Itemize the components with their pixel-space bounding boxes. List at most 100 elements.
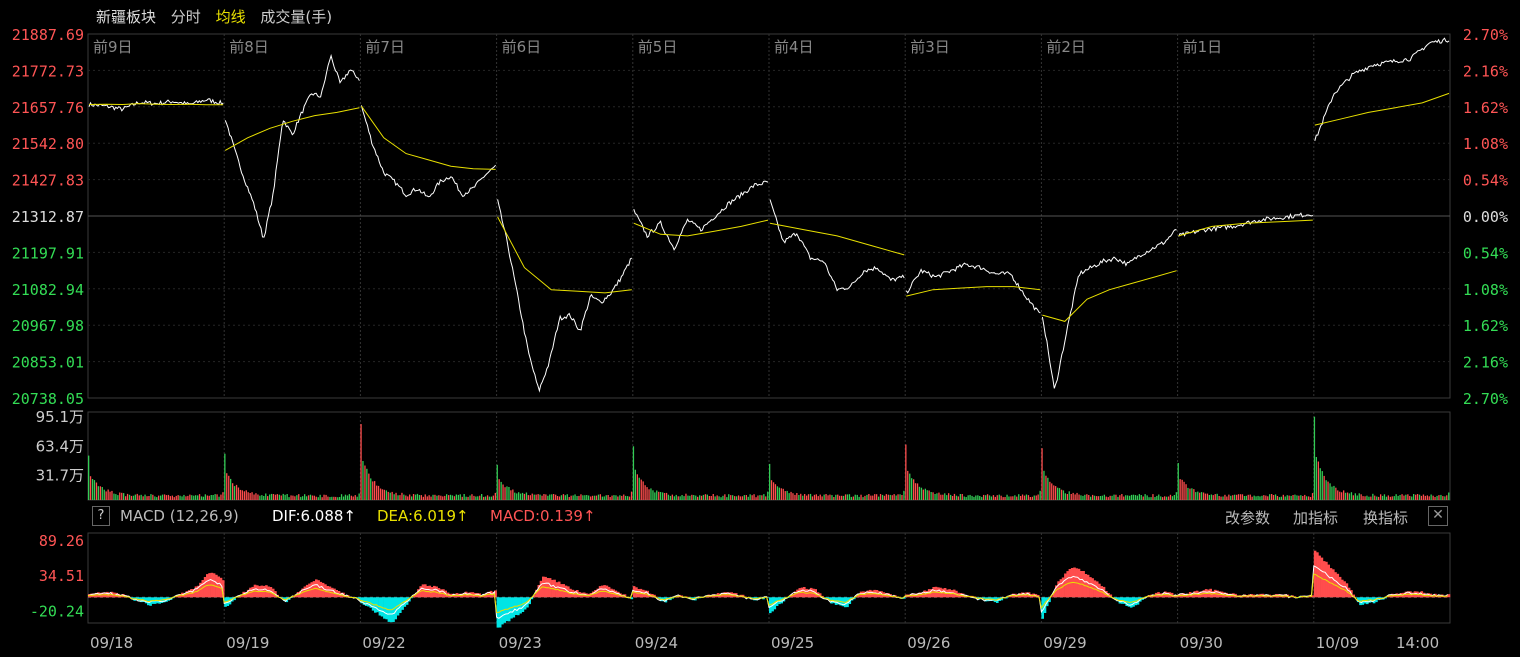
volume-bar — [1051, 483, 1053, 500]
volume-bar — [243, 491, 245, 500]
volume-bar — [1358, 493, 1360, 500]
macd-bar — [385, 597, 388, 620]
volume-bar — [1282, 494, 1284, 500]
volume-bar — [220, 494, 222, 500]
volume-bar — [1226, 496, 1228, 500]
volume-bar — [1049, 481, 1051, 500]
price-line — [88, 98, 224, 112]
volume-bar — [109, 491, 111, 500]
volume-bar — [1204, 493, 1207, 500]
volume-bar — [233, 486, 236, 500]
dif-line — [87, 565, 1448, 619]
volume-bar — [138, 495, 140, 500]
volume-bar — [1214, 494, 1216, 500]
volume-bar — [1339, 491, 1341, 500]
volume-bar — [430, 496, 432, 500]
volume-bar — [1055, 486, 1057, 500]
macd-bar — [197, 585, 200, 598]
volume-bar — [800, 493, 802, 500]
volume-bar — [899, 494, 901, 500]
volume-bar — [1072, 492, 1074, 500]
volume-bar — [339, 497, 341, 500]
close-icon[interactable]: ✕ — [1428, 506, 1448, 526]
volume-bar — [794, 494, 796, 500]
price-line — [224, 53, 360, 238]
session-label: 前5日 — [638, 38, 678, 56]
volume-bar — [1060, 489, 1063, 500]
volume-bar — [154, 496, 156, 500]
volume-bar — [428, 495, 430, 500]
volume-bar — [1092, 494, 1094, 500]
macd-bar — [553, 579, 556, 598]
volume-bar — [150, 494, 152, 500]
volume-bar — [179, 495, 181, 500]
volume-bar — [504, 487, 506, 500]
macd-bar — [412, 595, 416, 598]
volume-bar — [619, 495, 621, 500]
volume-bar — [630, 491, 633, 500]
macd-bar — [244, 592, 248, 598]
volume-bar — [395, 492, 397, 500]
volume-bar — [1099, 496, 1102, 500]
volume-bar — [89, 476, 92, 500]
volume-bar — [88, 455, 90, 500]
volume-bar — [393, 494, 395, 500]
volume-bar — [716, 495, 718, 500]
volume-bar — [545, 494, 547, 500]
volume-bar — [558, 496, 561, 500]
volume-bar — [621, 495, 623, 500]
volume-bar — [755, 497, 757, 500]
volume-bar — [426, 496, 428, 500]
volume-bar — [171, 495, 173, 500]
volume-bar — [628, 496, 631, 500]
volume-bar — [819, 494, 821, 500]
volume-bar — [556, 496, 559, 500]
volume-bar — [959, 494, 961, 500]
macd-bar — [1343, 581, 1346, 598]
volume-bar — [914, 483, 917, 500]
volume-bar — [1023, 495, 1026, 500]
y-tick-right: 2.70% — [1463, 390, 1508, 408]
tab-fenshi[interactable]: 分时 — [170, 8, 201, 26]
volume-bar — [988, 495, 991, 500]
switch-indicator-button[interactable]: 换指标 — [1363, 509, 1409, 527]
volume-bar — [973, 496, 975, 500]
volume-bar — [160, 495, 162, 500]
volume-bar — [280, 495, 282, 500]
volume-bar — [202, 496, 205, 500]
volume-bar — [1300, 495, 1302, 500]
add-indicator-button[interactable]: 加指标 — [1293, 509, 1339, 527]
volume-bar — [321, 497, 323, 500]
volume-bar — [181, 496, 183, 500]
macd-bar — [237, 596, 241, 598]
tab-junxian[interactable]: 均线 — [215, 8, 246, 26]
volume-bar — [1162, 497, 1164, 500]
volume-bar — [1222, 496, 1224, 500]
volume-bar — [934, 494, 936, 500]
volume-bar — [689, 495, 691, 500]
volume-bar — [1278, 497, 1281, 500]
macd-bar — [1338, 576, 1342, 598]
volume-bar — [319, 494, 321, 500]
volume-bar — [93, 480, 96, 500]
volume-bar — [521, 492, 524, 500]
tab-volume[interactable]: 成交量(手) — [260, 8, 333, 26]
edit-params-button[interactable]: 改参数 — [1225, 509, 1271, 527]
volume-bar — [311, 495, 314, 500]
macd-bar — [630, 597, 634, 600]
volume-bar — [416, 493, 419, 500]
volume-bar — [377, 485, 380, 500]
volume-bar — [1080, 495, 1082, 500]
x-axis-label: 09/23 — [499, 634, 542, 652]
volume-bar — [802, 495, 804, 500]
x-axis-label: 09/25 — [771, 634, 814, 652]
volume-bar — [1169, 494, 1172, 500]
volume-bar — [829, 494, 831, 500]
volume-bar — [591, 495, 594, 500]
help-icon[interactable]: ? — [92, 506, 110, 526]
price-line — [633, 180, 769, 251]
volume-bar — [864, 495, 866, 500]
volume-bar — [245, 490, 247, 500]
x-axis-label: 09/18 — [90, 634, 133, 652]
volume-bar — [1199, 492, 1201, 500]
